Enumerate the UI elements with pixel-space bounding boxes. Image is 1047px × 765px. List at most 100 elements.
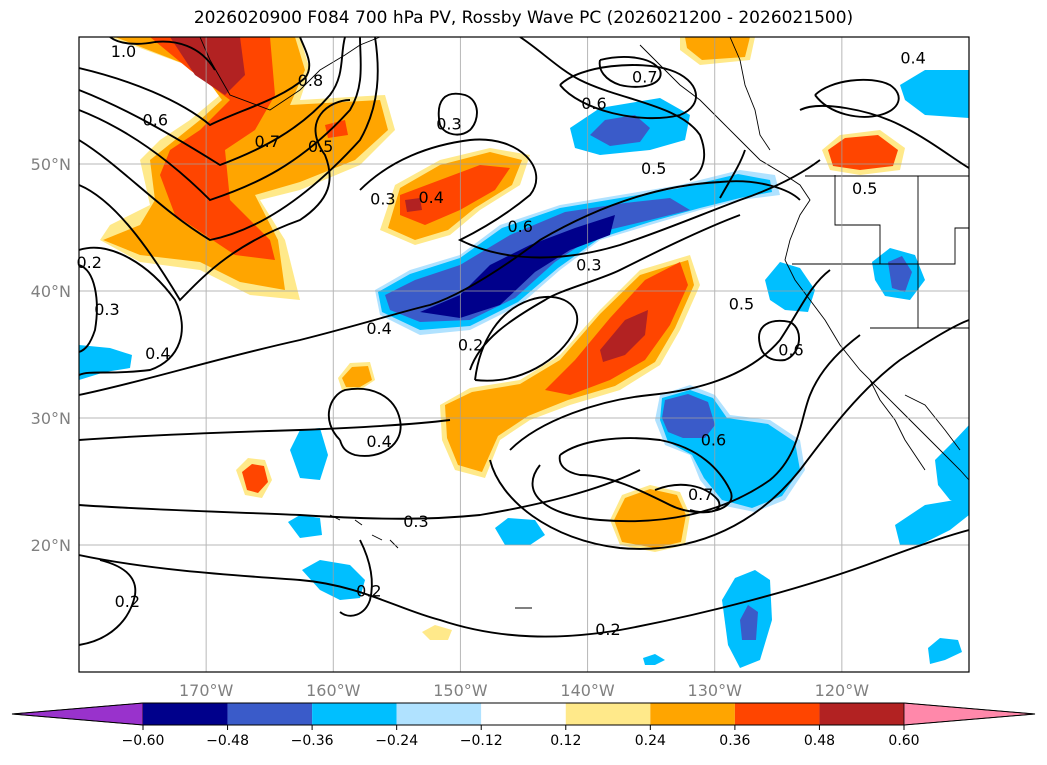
latitude-labels: 20°N 30°N 40°N 50°N	[31, 155, 71, 555]
shade-w4-light	[290, 428, 328, 480]
contour-0-3d	[79, 469, 641, 520]
lon-tick-label: 150°W	[433, 681, 488, 700]
contour-0-5ne	[519, 37, 706, 181]
colorbar-segment	[143, 703, 228, 725]
lat-tick-label: 40°N	[31, 282, 71, 301]
contour-label: 0.2	[458, 335, 483, 354]
chart-title: 2026020900 F084 700 hPa PV, Rossby Wave …	[193, 8, 854, 28]
contour-0-7	[79, 37, 346, 167]
colorbar-tick-label: 0.60	[888, 733, 919, 749]
shade-se-mid	[662, 394, 715, 438]
lat-tick-label: 30°N	[31, 409, 71, 428]
contour-0-2d	[79, 529, 969, 638]
colorbar-tick-labels: −0.60 −0.48 −0.36 −0.24 −0.12 0.12 0.24 0.36 0.4…	[122, 733, 920, 749]
contour-label: 0.4	[366, 319, 391, 338]
colorbar	[11, 702, 1036, 730]
colorbar-tick-label: −0.36	[291, 733, 334, 749]
contour-0-6ne2	[559, 64, 697, 119]
colorbar-segment	[819, 703, 904, 725]
contour-0-5nw2	[799, 105, 969, 169]
contour-label: 0.4	[366, 432, 391, 451]
map-frame	[78, 36, 970, 673]
coast-baja	[869, 379, 926, 471]
longitude-labels: 170°W 160°W 150°W 140°W 130°W 120°W	[179, 681, 869, 700]
shade-nw-red1	[150, 37, 275, 260]
colorbar-tick-label: 0.24	[635, 733, 666, 749]
contour-0-4c	[327, 387, 402, 457]
contour-0-6ne	[719, 149, 746, 199]
contour-0-3ne2	[437, 92, 478, 136]
lat-tick-label: 50°N	[31, 155, 71, 174]
contour-label: 0.5	[308, 137, 333, 156]
coast-canada	[729, 37, 771, 151]
contour-0-3c	[79, 419, 451, 441]
shade-ne-light2	[900, 70, 969, 118]
shade-s-pale	[422, 625, 452, 640]
contour-label: 0.2	[595, 620, 620, 639]
contour-label: 0.6	[701, 431, 726, 450]
contour-label: 0.5	[852, 179, 877, 198]
lon-tick-label: 170°W	[179, 681, 234, 700]
contour-label: 0.3	[436, 114, 461, 133]
colorbar-segment	[734, 703, 820, 725]
shade-diag-red	[545, 262, 688, 395]
lon-tick-label: 130°W	[688, 681, 743, 700]
lon-tick-label: 140°W	[560, 681, 615, 700]
shade-w-light	[79, 345, 132, 380]
contour-0-3b	[359, 138, 821, 259]
contour-label: 0.3	[403, 512, 428, 531]
contour-label: 0.7	[632, 67, 657, 86]
lon-tick-label: 160°W	[306, 681, 361, 700]
colorbar-extend-low	[11, 702, 144, 726]
colorbar-tick-label: −0.60	[122, 733, 165, 749]
contour-0-3a	[79, 246, 183, 376]
colorbar-tick-label: 0.36	[719, 733, 750, 749]
colorbar-segment	[481, 703, 566, 725]
shade-mid-red	[400, 165, 510, 225]
coast-panhandle	[639, 44, 969, 481]
contour-label: 0.2	[76, 253, 101, 272]
contour-0-2b	[469, 214, 741, 371]
contour-label: 0.8	[298, 71, 323, 90]
contour-label: 0.4	[418, 188, 443, 207]
contour-0-7se	[654, 483, 721, 514]
shade-ec-light	[935, 425, 969, 505]
contour-label: 0.7	[688, 485, 713, 504]
contour-label: 0.3	[94, 300, 119, 319]
contour-label: 0.6	[507, 217, 532, 236]
contour-0-5	[79, 37, 379, 242]
contour-0-2f	[339, 539, 373, 617]
shade-mid-dark	[405, 198, 422, 212]
contour-label: 1.0	[111, 42, 136, 61]
shade-diag-dark	[600, 310, 648, 362]
contour-0-6se	[558, 437, 733, 514]
contour-label: 0.2	[115, 592, 140, 611]
shade-s2-mid	[740, 605, 758, 640]
shade-nw-red2	[325, 120, 348, 138]
colorbar-tick-label: 0.48	[804, 733, 835, 749]
contour-labels: 1.0 0.8 0.6 0.7 0.5 0.3 0.3 0.4 0.6 0.5 0.3 0.7 0.6 0…	[76, 42, 925, 639]
contour-label: 0.4	[900, 48, 925, 67]
colorbar-segment	[312, 703, 397, 725]
contour-label: 0.6	[778, 340, 803, 359]
pv-contours	[79, 37, 969, 646]
colorbar-tick-label: −0.24	[375, 733, 418, 749]
shade-w2-orange	[342, 366, 372, 387]
shade-wc-light	[765, 262, 815, 312]
contour-label: 0.5	[641, 159, 666, 178]
contour-1-0	[109, 37, 216, 71]
contour-0-2a	[79, 264, 98, 353]
graticule	[79, 37, 969, 672]
contour-label: 0.5	[729, 295, 754, 314]
contour-0-6wc	[758, 320, 800, 362]
contour-0-4ne	[814, 78, 900, 118]
shade-w7-light	[495, 518, 545, 545]
contour-label: 0.6	[143, 111, 168, 130]
coast-alaska	[199, 37, 381, 111]
contour-0-8	[79, 37, 311, 127]
colorbar-segment	[565, 703, 651, 725]
shade-s3-light	[928, 638, 962, 664]
contour-0-4se	[531, 334, 861, 523]
colorbar-extend-high	[903, 702, 1036, 726]
